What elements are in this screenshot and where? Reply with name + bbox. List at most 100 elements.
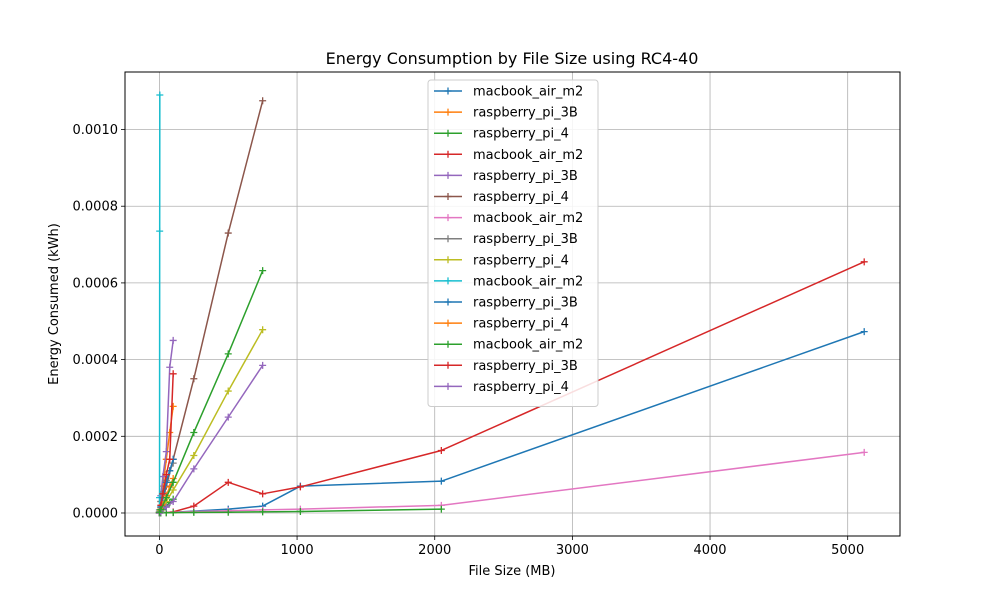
legend-item: raspberry_pi_4 [434,190,569,205]
data-point-marker [259,267,267,275]
legend-label: raspberry_pi_3B [473,106,578,121]
x-tick-label: 5000 [831,543,864,558]
legend-marker [444,193,452,200]
x-tick-label: 3000 [556,543,589,558]
data-point-marker [437,446,445,454]
data-point-marker [259,97,267,105]
x-tick-label: 4000 [693,543,726,558]
data-point-marker [190,508,198,516]
legend-label: raspberry_pi_3B [473,169,578,184]
legend-marker [444,150,452,158]
data-point-marker [437,477,445,485]
legend-label: raspberry_pi_4 [473,380,569,395]
legend-marker [444,298,452,306]
y-tick-label: 0.0006 [73,276,119,291]
data-point-marker [190,451,198,459]
data-point-marker [259,508,267,516]
chart-title: Energy Consumption by File Size using RC… [326,49,699,68]
legend-item: raspberry_pi_4 [434,317,569,332]
data-point-marker [296,483,304,491]
legend-marker [444,214,452,222]
legend-marker [444,361,452,369]
data-point-marker [860,328,868,336]
data-point-marker [224,508,232,516]
legend-item: raspberry_pi_4 [434,253,569,268]
legend-marker [444,340,452,348]
data-point-marker [169,478,177,486]
legend-box [427,79,599,407]
legend-item: raspberry_pi_3B [434,359,578,374]
legend-item: raspberry_pi_3B [434,232,578,247]
legend-marker [444,108,452,116]
data-point-marker [169,402,177,410]
data-point-marker [162,478,170,486]
legend-item: macbook_air_m2 [434,211,583,226]
data-point-marker [224,350,232,358]
legend-item: macbook_air_m2 [434,85,583,100]
data-point-marker [259,490,267,498]
x-tick-label: 0 [155,543,163,558]
data-point-marker [162,448,170,456]
y-tick-label: 0.0010 [73,123,119,138]
y-tick-label: 0.0004 [73,353,119,368]
x-tick-label: 2000 [418,543,451,558]
legend-item: raspberry_pi_3B [434,296,578,311]
data-point-marker [166,455,174,463]
legend-label: macbook_air_m2 [473,85,583,100]
data-point-marker [224,413,232,421]
legend-item: raspberry_pi_4 [434,127,569,142]
series-15 [155,267,267,516]
legend-marker [444,129,452,137]
legend-label: raspberry_pi_3B [473,232,578,247]
data-point-marker [860,448,868,456]
legend-label: raspberry_pi_4 [473,317,569,332]
plot-frame [124,71,901,537]
data-point-marker [162,503,170,511]
legend-item: raspberry_pi_3B [434,106,578,121]
data-point-marker [157,506,165,514]
data-point-marker [156,91,164,99]
legend-marker [444,256,452,264]
data-point-marker [259,326,267,334]
data-point-marker [190,465,198,473]
y-tick-label: 0.0000 [73,506,119,521]
y-tick-label: 0.0008 [73,200,119,215]
data-point-marker [296,507,304,515]
legend-label: raspberry_pi_4 [473,127,569,142]
legend-label: raspberry_pi_3B [473,359,578,374]
data-point-marker [190,375,198,383]
legend-label: macbook_air_m2 [473,148,583,163]
y-tick-label: 0.0002 [73,430,119,445]
y-axis-label: Energy Consumed (kWh) [47,223,62,385]
data-point-marker [169,509,177,517]
legend-label: macbook_air_m2 [473,338,583,353]
legend-item: macbook_air_m2 [434,338,583,353]
legend-marker [444,235,452,243]
legend-label: macbook_air_m2 [473,211,583,226]
legend-label: raspberry_pi_3B [473,296,578,311]
legend-marker [444,382,452,390]
legend-label: macbook_air_m2 [473,274,583,289]
data-point-marker [169,336,177,344]
series-layer [155,91,868,517]
data-point-marker [259,361,267,369]
data-point-marker [224,478,232,486]
data-point-marker [190,428,198,436]
data-point-marker [169,486,177,494]
data-point-marker [860,258,868,266]
legend-item: macbook_air_m2 [434,148,583,163]
legend-label: raspberry_pi_4 [473,190,569,205]
data-point-marker [166,363,174,371]
legend: macbook_air_m2 raspberry_pi_3B raspberry_p… [427,79,599,407]
data-point-marker [224,229,232,237]
legend-item: macbook_air_m2 [434,274,583,289]
data-point-marker [162,471,170,479]
legend-item: raspberry_pi_4 [434,380,569,395]
data-point-marker [159,490,167,498]
legend-marker [444,87,452,95]
legend-marker [444,319,452,327]
legend-item: raspberry_pi_3B [434,169,578,184]
data-point-marker [162,494,170,502]
legend-marker [444,277,452,285]
